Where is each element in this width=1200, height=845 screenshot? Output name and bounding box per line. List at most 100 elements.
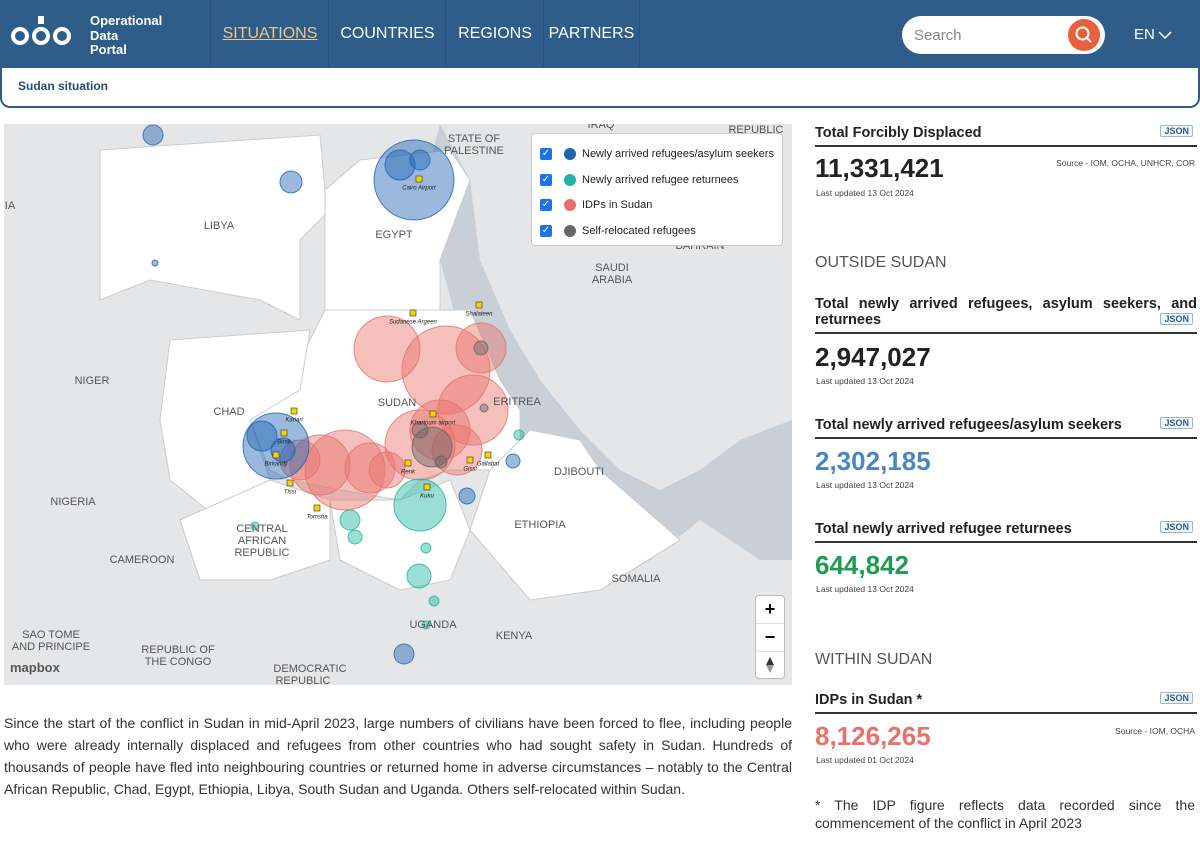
breadcrumb-bar: Sudan situation <box>0 68 1200 108</box>
chevron <box>1158 31 1172 40</box>
nav-item[interactable]: COUNTRIES <box>328 0 446 68</box>
place-marker <box>423 483 431 491</box>
json-badge[interactable]: JSON <box>1160 313 1193 325</box>
map-bubble <box>250 521 260 531</box>
map-bubble <box>246 420 278 452</box>
place-marker <box>404 459 412 467</box>
place-marker <box>286 479 294 487</box>
country-label: CENTRAL <box>236 523 287 535</box>
country-label: NIGERIA <box>50 496 96 508</box>
map-bubble <box>339 509 361 531</box>
country-label: THE CONGO <box>145 656 212 668</box>
stat-title-text: IDPs in Sudan * <box>815 692 923 708</box>
checkbox[interactable]: ✓ <box>540 148 552 160</box>
legend-item[interactable]: ✓ Newly arrived refugee returnees <box>540 172 739 188</box>
compass[interactable] <box>756 652 784 678</box>
header: Operational Data Portal SITUATIONS COUNT… <box>0 0 1200 68</box>
map-bubble <box>406 563 432 589</box>
place-label: Kariari <box>285 418 303 424</box>
place-label: Tomsha <box>306 515 328 521</box>
map-bubble <box>421 620 431 630</box>
nav-item[interactable]: PARTNERS <box>543 0 640 68</box>
stat-value: 2,947,027 <box>815 342 931 372</box>
map-bubble <box>347 529 363 545</box>
country-label: SAO TOME <box>22 629 80 641</box>
country-label: EGYPT <box>375 229 413 241</box>
country-label: IRAQ <box>588 124 615 131</box>
place-marker <box>415 175 423 183</box>
place-marker <box>280 429 288 437</box>
stat-value: 2,302,185 <box>815 446 931 476</box>
section-heading: WITHIN SUDAN <box>815 651 933 668</box>
stat-value: 644,842 <box>815 550 909 580</box>
legend-item[interactable]: ✓ Self-relocated refugees <box>540 223 696 239</box>
map-legend: ✓ Newly arrived refugees/asylum seekers ✓ N… <box>531 133 783 246</box>
map-bubble <box>513 429 525 441</box>
stat-title-text: Total newly arrived refugees, asylum see… <box>815 296 1197 328</box>
checkbox[interactable]: ✓ <box>540 173 552 186</box>
place-label: Shalateen <box>465 312 493 318</box>
map-bubble <box>151 259 159 267</box>
description: Since the start of the conflict in Sudan… <box>4 715 792 797</box>
legend-item[interactable]: ✓ Newly arrived refugees/asylum seekers <box>540 146 774 162</box>
stat-title-text: Total newly arrived refugees/asylum seek… <box>815 417 1122 433</box>
place-marker <box>272 451 280 459</box>
map-bubble <box>437 374 509 446</box>
stat-value: 8,126,265 <box>815 721 931 751</box>
place-marker <box>313 504 321 512</box>
json-badge[interactable]: JSON <box>1160 692 1193 704</box>
logo-text: Portal <box>90 42 127 57</box>
place-marker <box>466 456 474 464</box>
place-label: Birkandji <box>264 462 288 468</box>
country-label: SAUDI <box>595 262 629 274</box>
place-label: Tissi <box>284 490 297 496</box>
zoom-out[interactable]: − <box>756 624 784 652</box>
country-label: IA <box>5 200 16 212</box>
stat-updated: Last updated 13 Oct 2024 <box>816 376 914 386</box>
place-marker <box>290 407 298 415</box>
place-label: Renk <box>401 470 416 476</box>
stat-value: 11,331,421 <box>815 153 944 183</box>
place-label: Kuku <box>420 494 434 500</box>
stat-updated: Last updated 13 Oct 2024 <box>816 584 914 594</box>
section-heading: OUTSIDE SUDAN <box>815 254 947 271</box>
country-label: SOMALIA <box>612 573 662 585</box>
country-label: REPUBLIC <box>234 547 289 559</box>
legend-swatch <box>564 148 576 160</box>
json-badge[interactable]: JSON <box>1160 125 1193 137</box>
zoom-in[interactable]: + <box>756 596 784 624</box>
map-bubble <box>428 595 440 607</box>
logo-text: Operational <box>90 13 163 28</box>
nav-item[interactable]: SITUATIONS <box>210 0 329 68</box>
search-button[interactable] <box>1068 19 1100 51</box>
stat-title: Total newly arrived refugees, asylum see… <box>815 296 1197 334</box>
nav-item[interactable]: REGIONS <box>445 0 544 68</box>
place-label: Birak <box>277 440 292 446</box>
country-label: AFRICAN <box>238 535 286 547</box>
map-bubble <box>142 124 164 146</box>
search-box[interactable]: Search <box>902 16 1105 54</box>
legend-swatch <box>564 199 576 212</box>
place-marker <box>484 451 492 459</box>
json-badge[interactable]: JSON <box>1160 417 1193 429</box>
stat-title-text: Total newly arrived refugee returnees <box>815 521 1072 537</box>
map-bubble <box>458 487 476 505</box>
country-label: PALESTINE <box>444 145 504 157</box>
country-label: AND PRINCIPE <box>12 641 90 653</box>
map-bubble <box>373 139 455 221</box>
json-badge[interactable]: JSON <box>1160 521 1193 533</box>
checkbox[interactable]: ✓ <box>540 199 552 212</box>
place-marker <box>429 410 437 418</box>
map-bubble <box>455 322 507 374</box>
stat-title: Total newly arrived refugee returnees JSO… <box>815 521 1197 543</box>
stat-updated: Last updated 13 Oct 2024 <box>816 480 914 490</box>
footnote: * The IDP figure reflects data recorded … <box>815 797 1195 831</box>
language[interactable]: EN <box>1134 26 1155 43</box>
legend-item[interactable]: ✓ IDPs in Sudan <box>540 197 652 213</box>
stat-title: Total Forcibly Displaced JSON <box>815 125 1197 147</box>
country-label: KENYA <box>496 630 533 642</box>
breadcrumb[interactable]: Sudan situation <box>18 79 108 93</box>
checkbox[interactable]: ✓ <box>540 225 552 238</box>
stat-updated: Last updated 13 Oct 2024 <box>816 188 914 198</box>
country-label: SUDAN <box>378 397 417 409</box>
